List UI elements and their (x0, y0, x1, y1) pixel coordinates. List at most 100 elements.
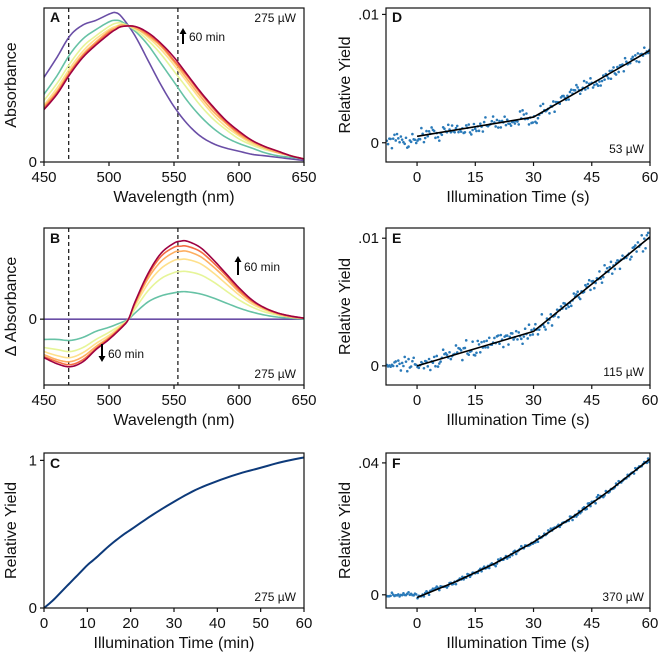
data-point (553, 110, 556, 113)
data-point (394, 139, 398, 142)
scatter-points (386, 231, 650, 373)
data-point (405, 369, 409, 373)
y-axis-title: Relative Yield (337, 37, 354, 134)
x-tick-label: 500 (96, 392, 121, 409)
data-point (585, 81, 588, 84)
data-point (427, 593, 431, 596)
data-point (425, 129, 428, 133)
data-point (459, 349, 463, 352)
panel-a: 450 500 550 600 650 0 Wavelength (nm) Absorbanc… (3, 7, 317, 206)
x-tick-label: 45 (583, 169, 600, 186)
data-point (564, 307, 568, 310)
fit-line (416, 49, 650, 138)
arrow-label: 60 min (189, 30, 225, 44)
plot-area (386, 231, 650, 373)
data-point (471, 128, 474, 132)
data-point (523, 327, 527, 331)
plot-area (386, 457, 650, 600)
data-point (473, 354, 477, 357)
data-point (494, 125, 497, 128)
x-tick-label: 15 (467, 169, 484, 186)
data-point (578, 92, 582, 96)
data-point (398, 362, 401, 366)
power-label: 53 µW (609, 142, 645, 156)
data-point (609, 260, 613, 264)
time-arrow: 60 min (179, 28, 225, 44)
power-label: 370 µW (602, 590, 644, 604)
data-point (548, 112, 551, 115)
data-point (546, 321, 550, 325)
data-point (390, 591, 394, 595)
data-point (595, 495, 599, 499)
data-point (621, 254, 624, 257)
data-point (496, 126, 500, 129)
panel-letter: C (50, 455, 60, 471)
data-point (559, 305, 563, 308)
data-point (593, 286, 596, 290)
panel-letter: F (392, 455, 401, 471)
x-tick-label: 40 (209, 615, 226, 632)
data-point (571, 518, 574, 522)
x-tick-label: 60 (642, 615, 659, 632)
axes-frame (43, 452, 305, 609)
data-point (454, 126, 458, 130)
data-point (422, 140, 426, 144)
series-line-30-min (44, 258, 304, 359)
x-tick-label: 0 (413, 169, 421, 186)
x-tick-label: 550 (161, 392, 186, 409)
data-point (438, 362, 441, 365)
data-point (464, 124, 468, 127)
x-tick-label: 600 (226, 169, 251, 186)
data-point (453, 130, 456, 134)
x-tick-label: 650 (291, 392, 316, 409)
data-point (631, 55, 635, 59)
data-point (608, 265, 611, 269)
data-point (473, 127, 477, 130)
data-point (403, 142, 407, 146)
data-point (450, 124, 454, 127)
data-point (543, 325, 546, 329)
data-point (569, 88, 573, 91)
data-point (414, 363, 418, 367)
data-point (505, 118, 509, 121)
plot-area (44, 8, 304, 162)
data-point (525, 112, 528, 115)
data-point (557, 315, 560, 319)
data-point (549, 313, 553, 316)
x-tick-label: 60 (642, 169, 659, 186)
data-point (612, 66, 615, 69)
data-point (573, 89, 577, 92)
data-point (589, 288, 592, 292)
data-point (486, 346, 490, 349)
data-point (509, 124, 513, 127)
data-point (603, 263, 606, 267)
data-point (484, 116, 487, 119)
y-tick-label: 0 (29, 311, 37, 328)
data-point (409, 365, 413, 368)
data-point (528, 333, 532, 337)
data-point (536, 116, 540, 120)
y-axis-title: Δ Absorbance (3, 257, 20, 357)
data-point (599, 84, 603, 87)
data-point (391, 364, 395, 368)
data-point (482, 340, 486, 343)
data-point (436, 365, 440, 368)
y-tick-label: 0 (371, 135, 379, 152)
data-point (487, 336, 491, 340)
x-axis-title: Illumination Time (min) (94, 635, 255, 652)
data-point (527, 323, 531, 327)
data-point (622, 69, 626, 73)
data-point (494, 564, 497, 568)
x-tick-label: 45 (583, 392, 600, 409)
axes-frame (385, 7, 651, 163)
data-point (596, 84, 600, 88)
data-point (499, 333, 503, 337)
panel-f: 0 15 30 45 60 0 .04 Illumination Time (s) Relati… (337, 452, 659, 652)
data-point (490, 119, 494, 123)
data-point (468, 131, 472, 134)
x-tick-label: 30 (166, 615, 183, 632)
data-point (386, 142, 390, 146)
data-point (520, 544, 523, 548)
data-point (610, 272, 614, 275)
data-point (498, 119, 501, 123)
